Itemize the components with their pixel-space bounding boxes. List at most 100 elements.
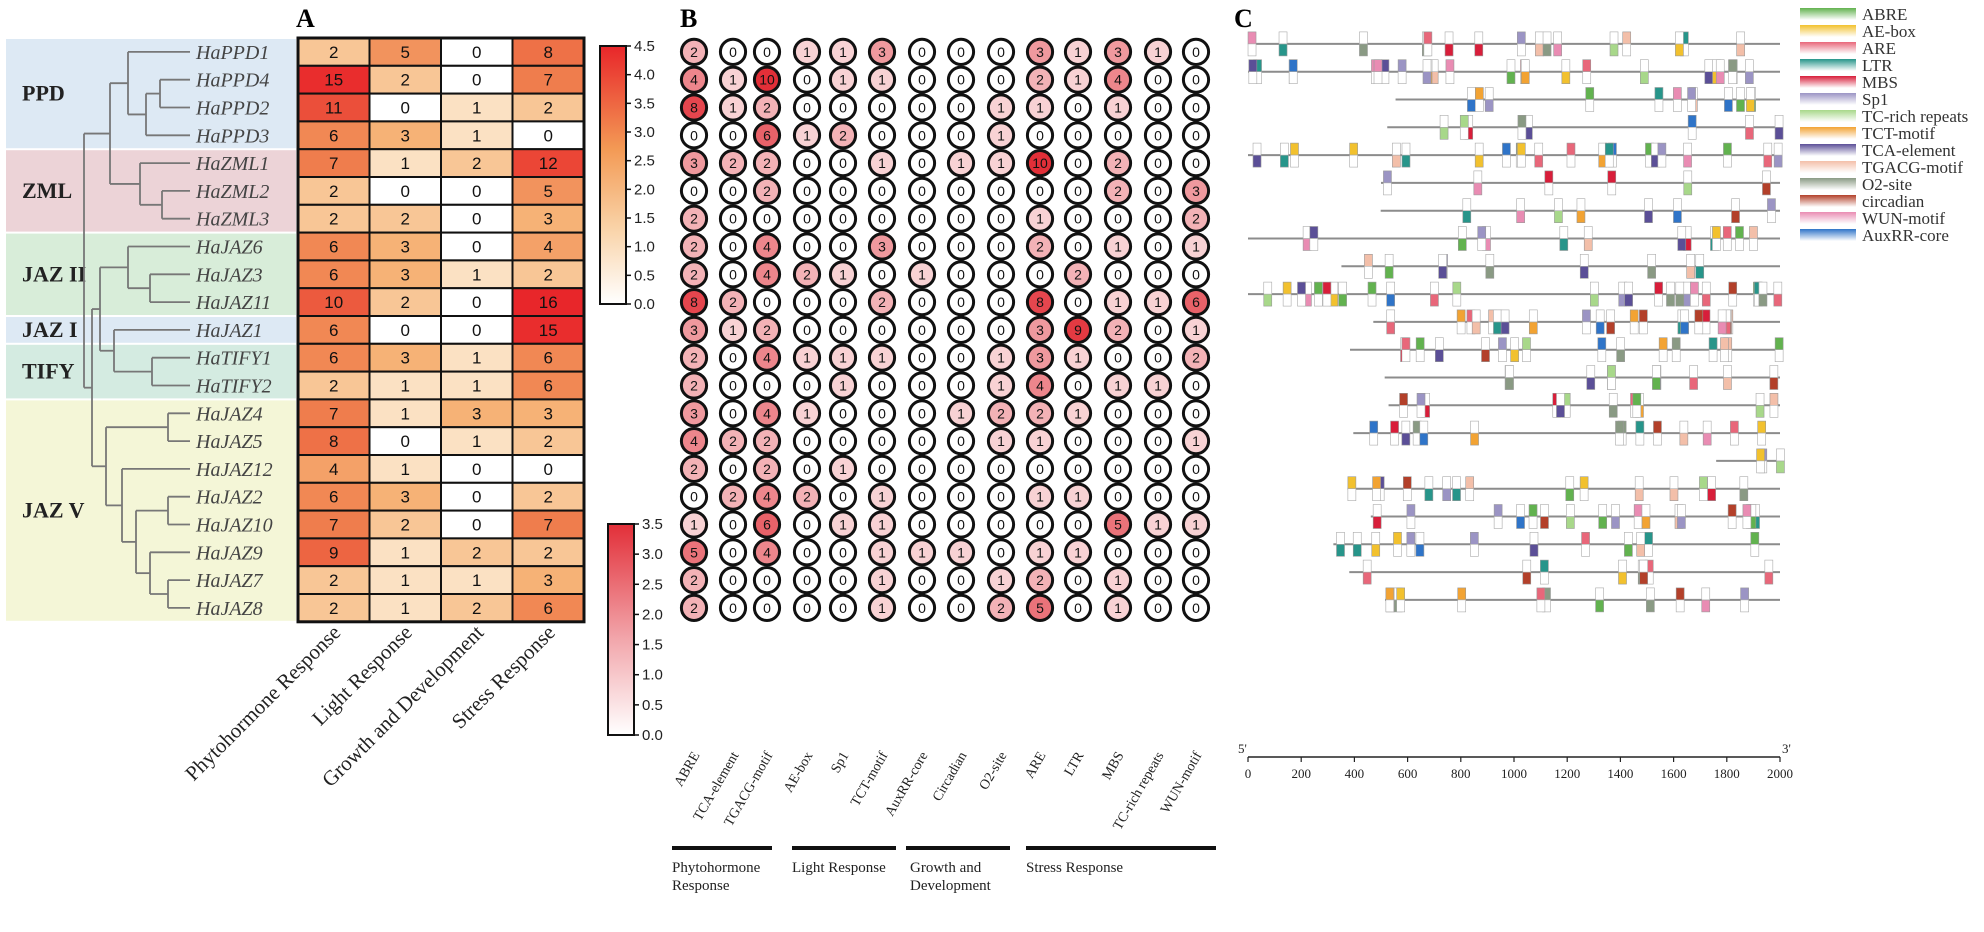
motif-box-shadow [1372, 488, 1381, 502]
motif-box [1401, 337, 1411, 351]
bubble [752, 93, 782, 122]
heatmap-cell-value: 1 [401, 154, 410, 173]
motif-box-shadow [1727, 516, 1737, 529]
bubble-value: 0 [839, 572, 847, 588]
legend-label: Sp1 [1862, 90, 1888, 109]
bubble [867, 93, 897, 122]
bubble [1143, 371, 1173, 400]
motif-box [1658, 337, 1668, 351]
motif-box [1422, 71, 1432, 84]
heatmap-cell-value: 2 [544, 265, 553, 284]
bubble [1143, 566, 1173, 595]
bubble [792, 288, 822, 317]
panel-letter-a: A [296, 4, 315, 33]
legend-swatch [1800, 161, 1856, 173]
bubble [1143, 343, 1173, 372]
motif-box [1750, 531, 1760, 545]
motif-box [1723, 142, 1732, 156]
motif-box [1390, 420, 1399, 434]
motif-box [1769, 392, 1779, 406]
bubble-value: 0 [918, 322, 926, 338]
motif-box [1629, 309, 1639, 323]
bubble [1143, 149, 1173, 178]
bubble [752, 538, 782, 567]
bubble [679, 593, 709, 623]
motif-box-shadow [1607, 182, 1617, 196]
bubble-value: 0 [1114, 266, 1122, 282]
bubble-value: 0 [729, 183, 737, 199]
bubble-value: 0 [878, 100, 886, 116]
heatmap-cell-value: 6 [329, 126, 338, 145]
bubble [1143, 454, 1173, 483]
motif-box [1677, 516, 1686, 529]
motif-box [1502, 142, 1511, 156]
bubble [679, 427, 709, 456]
bubble [1025, 315, 1055, 344]
motif-box [1430, 293, 1439, 307]
bubble-value: 1 [997, 127, 1005, 143]
motif-box [1622, 31, 1632, 45]
bubble [679, 288, 709, 317]
bubble [986, 176, 1016, 205]
bubble-value: 1 [729, 100, 737, 116]
heatmap-cell-value: 3 [401, 488, 410, 507]
bubble [828, 260, 858, 289]
bubble-value: 0 [997, 239, 1005, 255]
heatmap-cell [440, 64, 514, 95]
motif-box-shadow [1666, 281, 1675, 295]
bubble-value: 1 [1114, 378, 1122, 394]
heatmap-cell-value: 0 [472, 210, 481, 229]
motif-box [1566, 516, 1575, 529]
bubble [752, 593, 782, 623]
bubble [679, 204, 709, 233]
bubble [867, 593, 897, 623]
bubble [867, 232, 897, 261]
heatmap-cell-value: 2 [329, 571, 338, 590]
bubble-value: 0 [957, 239, 965, 255]
motif-box-shadow [1673, 198, 1682, 211]
motif-box [1397, 59, 1407, 73]
bubble [946, 482, 976, 511]
motif-box [1728, 59, 1737, 73]
motif-box-shadow [1624, 281, 1633, 295]
motif-box [1669, 488, 1679, 502]
bubble-value: 2 [690, 572, 698, 588]
motif-box [1401, 432, 1411, 446]
bubble-value: 2 [763, 155, 771, 171]
bubble-value: 1 [1074, 44, 1082, 60]
heatmap-cell [440, 426, 514, 457]
bubble-value: 0 [878, 378, 886, 394]
bubble [1063, 149, 1093, 178]
motif-box-shadow [1386, 309, 1396, 323]
motif-box [1606, 321, 1615, 335]
heatmap-cell-value: 2 [329, 210, 338, 229]
motif-box [1516, 516, 1525, 529]
bubble [986, 288, 1016, 317]
motif-box [1475, 87, 1484, 100]
heatmap-cell-value: 0 [472, 516, 481, 535]
bubble [907, 399, 937, 428]
bubble-value: 0 [1074, 100, 1082, 116]
motif-box-shadow [1736, 31, 1745, 45]
bubble [718, 93, 748, 122]
motif-box-shadow [1639, 321, 1648, 335]
motif-box-shadow [1634, 476, 1644, 490]
motif-box [1470, 432, 1479, 446]
legend-swatch [1800, 42, 1856, 54]
colorbar-a-tick-label: 1.5 [634, 210, 655, 227]
heatmap-cell-value: 0 [401, 432, 410, 451]
legend-swatch [1800, 93, 1856, 105]
bubble [792, 399, 822, 428]
motif-box [1367, 281, 1377, 295]
motif-box-shadow [1456, 321, 1466, 335]
heatmap-cell-value: 6 [329, 265, 338, 284]
motif-box [1611, 516, 1620, 529]
heatmap-cell-value: 11 [325, 99, 343, 118]
bubble-value: 0 [1114, 489, 1122, 505]
bubble [1063, 371, 1093, 400]
motif-box [1559, 238, 1569, 251]
bubble-value: 2 [729, 294, 737, 310]
bubble-value: 1 [997, 100, 1005, 116]
bubble-value: 0 [957, 572, 965, 588]
